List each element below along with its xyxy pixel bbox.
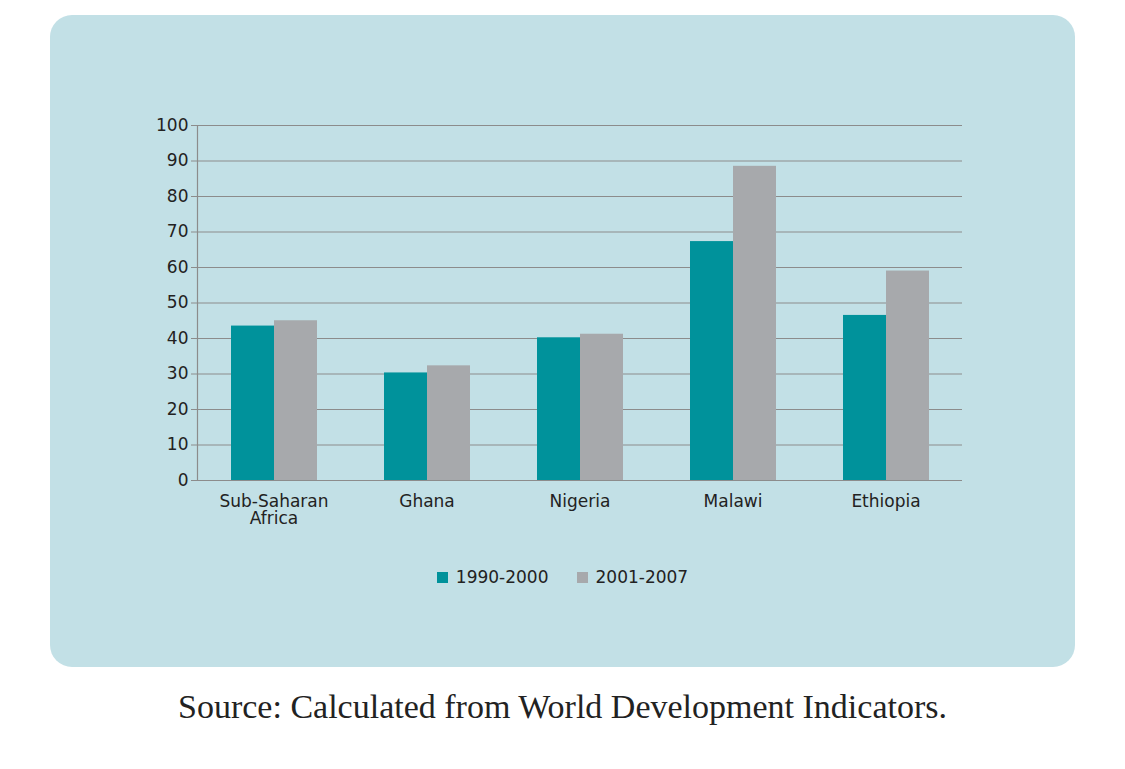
- svg-text:40: 40: [167, 328, 189, 348]
- svg-text:80: 80: [167, 186, 189, 206]
- html-text:1990-2000: 1990-2000: [455, 567, 549, 587]
- svg-text:50: 50: [167, 292, 189, 312]
- svg-text:0: 0: [178, 470, 189, 490]
- svg-text:Ethiopia: Ethiopia: [851, 491, 920, 511]
- html-text:Source: Calculated from World: Source: Calculated from World Developmen…: [178, 688, 947, 725]
- svg-text:10: 10: [167, 434, 189, 454]
- svg-text:Nigeria: Nigeria: [550, 491, 611, 511]
- svg-text:60: 60: [167, 257, 189, 277]
- svg-text:90: 90: [167, 150, 189, 170]
- svg-text:20: 20: [167, 399, 189, 419]
- svg-text:Ghana: Ghana: [399, 491, 455, 511]
- svg-text:Sub-SaharanAfrica: Sub-SaharanAfrica: [219, 491, 328, 528]
- svg-text:30: 30: [167, 363, 189, 383]
- html-text:2001-2007: 2001-2007: [595, 567, 689, 587]
- svg-text:70: 70: [167, 221, 189, 241]
- svg-text:Malawi: Malawi: [704, 491, 763, 511]
- svg-text:100: 100: [156, 115, 188, 135]
